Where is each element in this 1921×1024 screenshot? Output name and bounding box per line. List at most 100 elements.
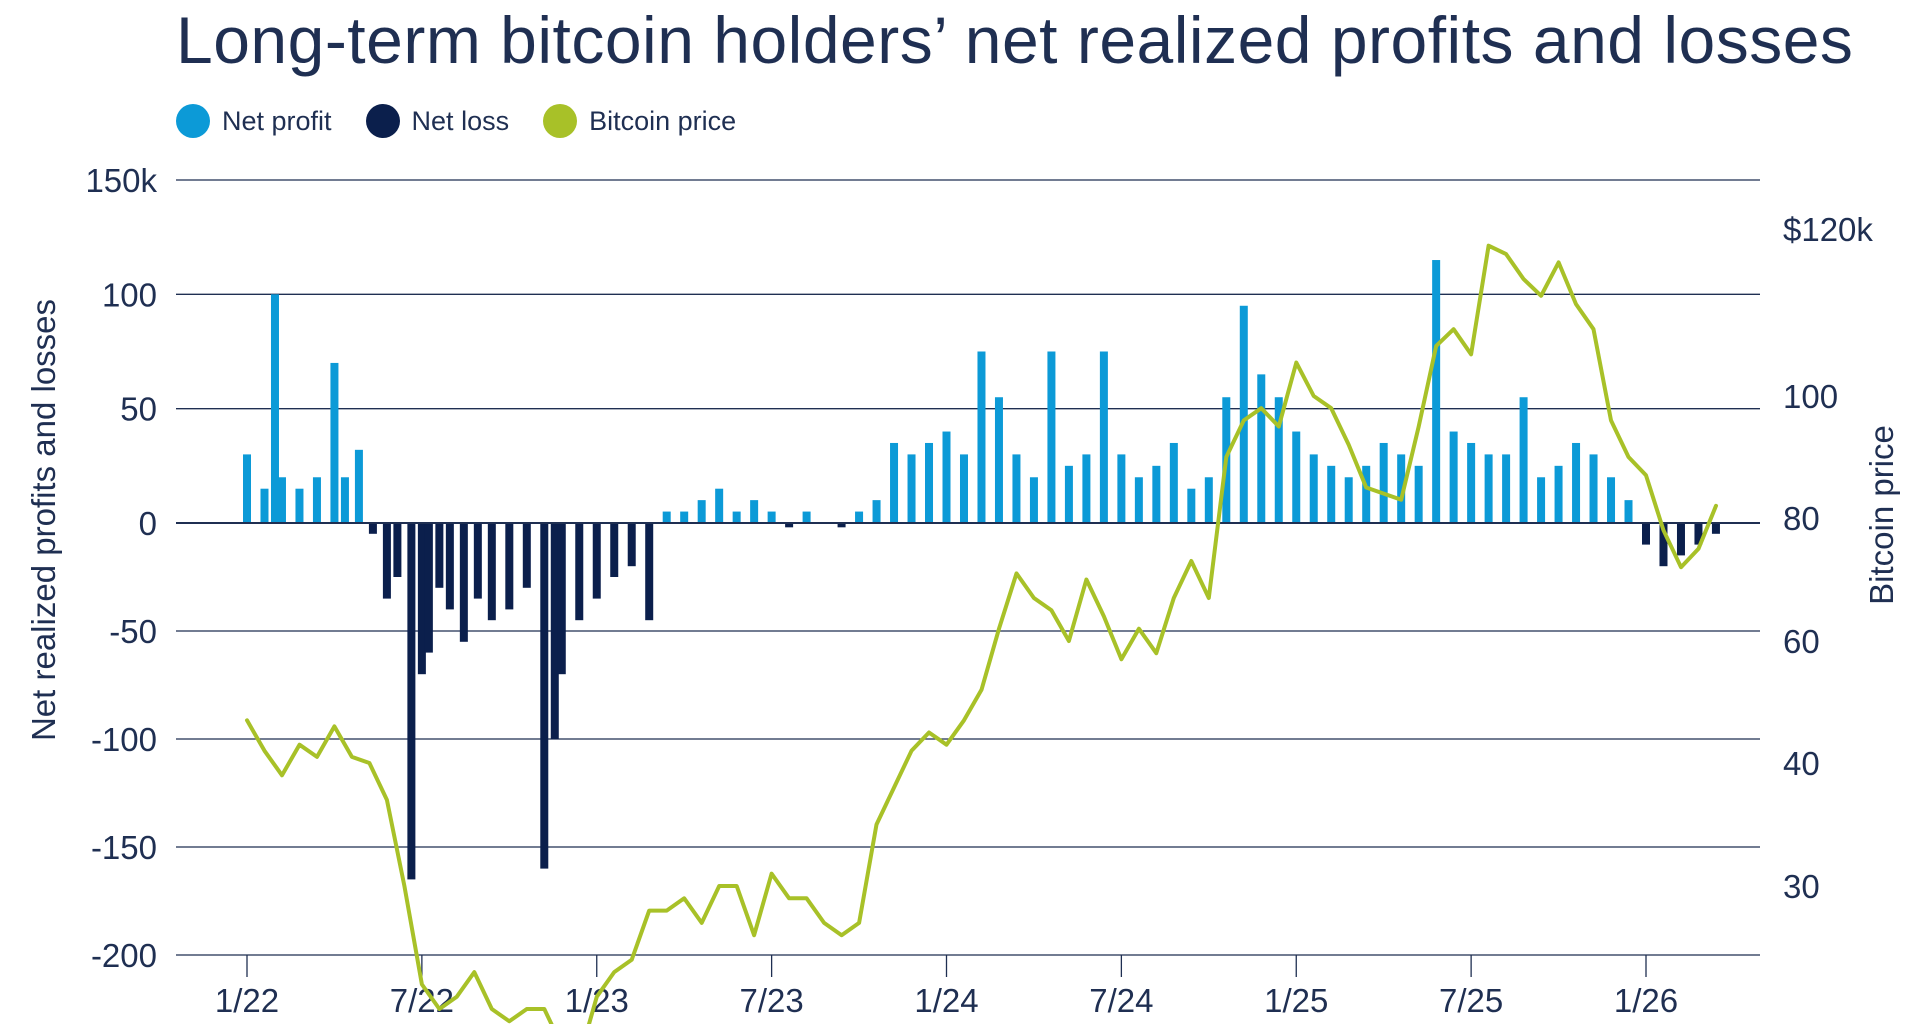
bar: [277, 477, 286, 523]
y2-tick-label: 100: [1783, 378, 1838, 415]
bar: [1064, 465, 1073, 523]
legend: Net profit Net loss Bitcoin price: [176, 104, 736, 138]
bar: [1589, 454, 1598, 523]
y-axis-label: Net realized profits and losses: [25, 299, 62, 741]
bar: [1694, 523, 1703, 545]
bar: [732, 511, 741, 523]
bar: [1047, 351, 1056, 523]
bitcoin-price-line: [245, 243, 1718, 1024]
bar: [1029, 477, 1038, 523]
y2-tick-label: $120k: [1783, 211, 1873, 248]
bar: [1624, 500, 1633, 523]
bar: [1309, 454, 1318, 523]
bar: [295, 488, 304, 523]
bar: [382, 523, 391, 599]
bar: [1467, 442, 1476, 523]
bar: [977, 351, 986, 523]
bar: [1502, 454, 1511, 523]
bar: [1397, 454, 1406, 523]
bar: [1204, 477, 1213, 523]
bar: [354, 449, 363, 523]
bar: [994, 397, 1003, 523]
x-tick-label: 7/22: [390, 982, 454, 1019]
x-tick-label: 7/25: [1439, 982, 1503, 1019]
bar: [407, 523, 416, 880]
bar: [1607, 477, 1616, 523]
bar: [459, 523, 468, 642]
legend-label-net-loss: Net loss: [411, 105, 510, 136]
bar: [592, 523, 601, 599]
bar: [1292, 431, 1301, 523]
bar: [1012, 454, 1021, 523]
bar: [550, 523, 559, 739]
bar: [1169, 442, 1178, 523]
bar: [243, 454, 251, 523]
bar: [1257, 374, 1266, 523]
x-tick-label: 1/25: [1264, 982, 1328, 1019]
bar: [1484, 454, 1493, 523]
y2-tick-label: 80: [1783, 500, 1820, 537]
bar: [1414, 465, 1423, 523]
legend-label-net-profit: Net profit: [222, 105, 332, 136]
bar: [473, 523, 482, 599]
bar: [270, 294, 279, 523]
y-tick-label: -100: [91, 721, 157, 758]
bar: [1432, 260, 1441, 523]
bar: [557, 523, 566, 675]
y2-tick-label: 30: [1783, 868, 1820, 905]
bar: [1519, 397, 1528, 523]
bar: [260, 488, 269, 523]
bar: [1362, 465, 1371, 523]
y2-tick-label: 40: [1783, 745, 1820, 782]
bar: [959, 454, 968, 523]
bar: [1117, 454, 1126, 523]
bar: [505, 523, 514, 610]
bar: [1676, 523, 1685, 556]
legend-label-bitcoin-price: Bitcoin price: [589, 105, 737, 136]
y-tick-label: 100: [102, 276, 157, 313]
bar: [1274, 397, 1283, 523]
y-tick-label: -150: [91, 829, 157, 866]
bar: [1659, 523, 1668, 567]
bar: [393, 523, 402, 577]
bar: [802, 511, 811, 523]
bar: [330, 362, 339, 523]
bar: [942, 431, 951, 523]
bar: [368, 523, 377, 534]
bar: [1344, 477, 1353, 523]
bar: [715, 488, 724, 523]
bar: [1239, 305, 1248, 523]
bar: [1134, 477, 1143, 523]
bar: [1711, 523, 1720, 534]
bar: [1327, 465, 1336, 523]
y-tick-label: 0: [139, 505, 157, 542]
bar: [872, 500, 881, 523]
bitcoin-price-swatch-icon: [543, 104, 578, 138]
bar: [540, 523, 549, 869]
bar: [890, 442, 899, 523]
bar: [1082, 454, 1091, 523]
bar: [907, 454, 916, 523]
bar: [855, 511, 864, 523]
bar: [662, 511, 671, 523]
x-tick-label: 1/22: [215, 982, 279, 1019]
chart-title: Long-term bitcoin holders’ net realized …: [176, 3, 1854, 77]
x-tick-label: 1/24: [914, 982, 978, 1019]
net-profit-swatch-icon: [176, 104, 210, 138]
bar: [1642, 523, 1650, 545]
y-tick-label: 150k: [85, 162, 157, 199]
legend-item-bitcoin-price: Bitcoin price: [543, 104, 736, 138]
bar: [1537, 477, 1546, 523]
bar: [522, 523, 531, 588]
bar: [445, 523, 454, 610]
bar: [627, 523, 636, 567]
bar: [435, 523, 444, 588]
bar: [424, 523, 433, 653]
bar: [1187, 488, 1196, 523]
bar: [645, 523, 654, 621]
y2-tick-label: 60: [1783, 623, 1820, 660]
bar: [340, 477, 349, 523]
bar: [417, 523, 426, 675]
x-tick-label: 7/24: [1089, 982, 1153, 1019]
bar: [697, 500, 706, 523]
